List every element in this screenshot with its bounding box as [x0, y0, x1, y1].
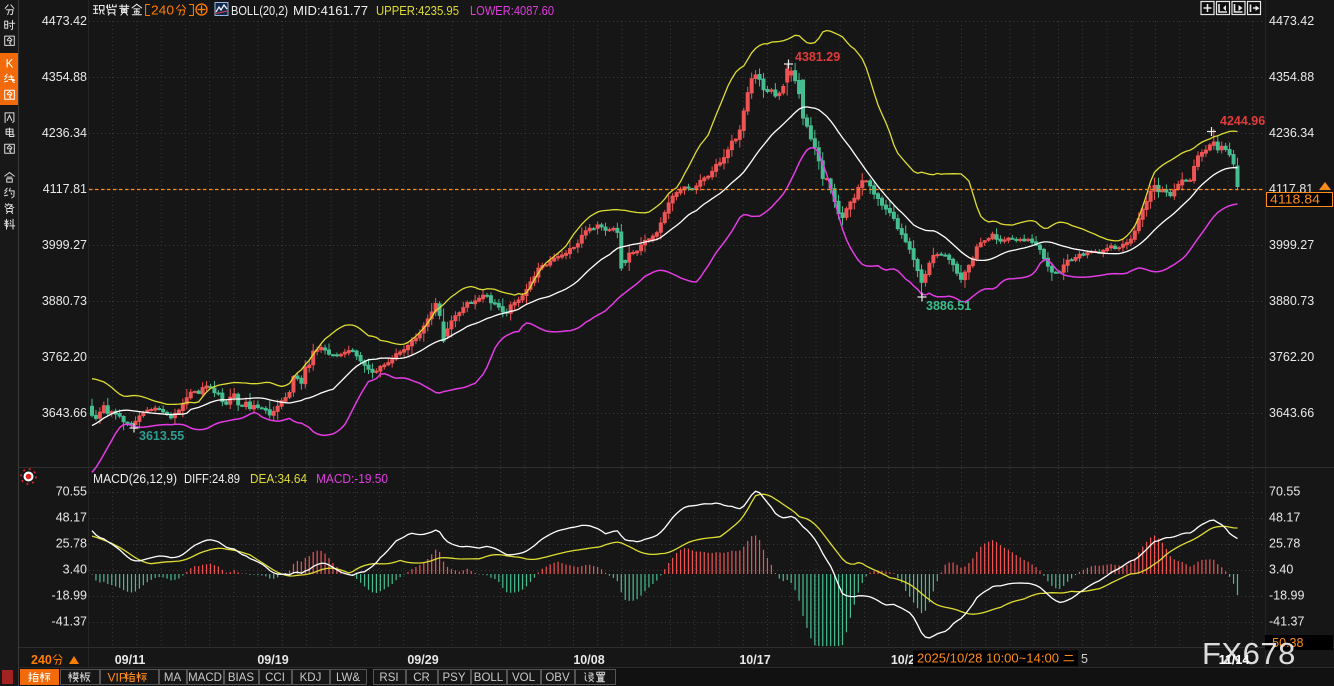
svg-text:-41.37: -41.37 [52, 615, 87, 629]
svg-text:3643.66: 3643.66 [1269, 406, 1314, 420]
svg-text:3886.51: 3886.51 [926, 299, 971, 313]
svg-text:240: 240 [31, 653, 52, 667]
svg-text:BOLL: BOLL [474, 672, 504, 684]
svg-text:CCI: CCI [265, 672, 285, 684]
svg-text:PSY: PSY [442, 672, 465, 684]
svg-text:3880.73: 3880.73 [1269, 294, 1314, 308]
svg-text:OBV: OBV [545, 672, 570, 684]
svg-text:DEA:34.64: DEA:34.64 [250, 471, 307, 486]
svg-text:3999.27: 3999.27 [42, 238, 87, 252]
svg-text:-18.99: -18.99 [52, 589, 87, 603]
svg-text:09/29: 09/29 [407, 653, 438, 667]
svg-text:LOWER:4087.60: LOWER:4087.60 [470, 3, 554, 18]
svg-text:4381.29: 4381.29 [795, 50, 840, 64]
svg-text:11/14: 11/14 [1219, 653, 1250, 667]
svg-text:4117.81: 4117.81 [43, 182, 87, 196]
svg-text:70.55: 70.55 [1269, 485, 1300, 499]
svg-text:240: 240 [151, 3, 174, 18]
svg-text:MID:4161.77: MID:4161.77 [293, 3, 368, 18]
svg-text:FX678: FX678 [1202, 636, 1296, 671]
svg-text:09/11: 09/11 [115, 653, 146, 667]
svg-text:-50.38: -50.38 [1268, 636, 1303, 650]
svg-text:UPPER:4235.95: UPPER:4235.95 [376, 3, 459, 18]
svg-text:4244.96: 4244.96 [1220, 114, 1265, 128]
svg-text:4473.42: 4473.42 [42, 14, 87, 28]
svg-text:BOLL(20,2): BOLL(20,2) [231, 3, 288, 18]
svg-text:VOL: VOL [512, 672, 536, 684]
svg-text:4354.88: 4354.88 [42, 70, 87, 84]
svg-text:4118.84: 4118.84 [1270, 193, 1320, 207]
svg-text:4236.34: 4236.34 [42, 126, 87, 140]
svg-text:10/2: 10/2 [891, 653, 915, 667]
svg-text:MACD(26,12,9): MACD(26,12,9) [93, 471, 177, 486]
svg-text:-18.99: -18.99 [1269, 589, 1304, 603]
svg-text:RSI: RSI [379, 672, 398, 684]
svg-text:48.17: 48.17 [56, 511, 87, 525]
svg-text:3762.20: 3762.20 [1269, 350, 1314, 364]
svg-text:25.78: 25.78 [56, 537, 87, 551]
svg-text:MACD: MACD [188, 672, 222, 684]
svg-text:LW&: LW& [336, 672, 360, 684]
svg-text:3880.73: 3880.73 [42, 294, 87, 308]
svg-text:K: K [6, 58, 14, 70]
svg-text:25.78: 25.78 [1269, 537, 1300, 551]
svg-text:5: 5 [1081, 652, 1088, 666]
svg-text:-41.37: -41.37 [1269, 615, 1304, 629]
svg-text:4236.34: 4236.34 [1269, 126, 1314, 140]
svg-text:BIAS: BIAS [228, 672, 255, 684]
svg-text:MA: MA [164, 672, 182, 684]
svg-text:3762.20: 3762.20 [42, 350, 87, 364]
svg-text:MACD:-19.50: MACD:-19.50 [316, 471, 388, 486]
svg-text:3.40: 3.40 [1269, 563, 1293, 577]
svg-text:DIFF:24.89: DIFF:24.89 [184, 471, 240, 486]
svg-text:11/14: 11/14 [1219, 653, 1250, 667]
svg-text:10/08: 10/08 [573, 653, 604, 667]
svg-text:CR: CR [413, 672, 430, 684]
svg-text:10/17: 10/17 [739, 653, 770, 667]
svg-text:4473.42: 4473.42 [1269, 14, 1314, 28]
svg-text:70.55: 70.55 [56, 485, 87, 499]
svg-text:3643.66: 3643.66 [42, 406, 87, 420]
svg-text:KDJ: KDJ [300, 672, 322, 684]
svg-text:4354.88: 4354.88 [1269, 70, 1314, 84]
svg-text:3.40: 3.40 [63, 563, 87, 577]
svg-text:3613.55: 3613.55 [139, 429, 184, 443]
svg-text:48.17: 48.17 [1269, 511, 1300, 525]
svg-text:VIP: VIP [108, 671, 127, 685]
svg-text:09/19: 09/19 [257, 653, 288, 667]
svg-text:3999.27: 3999.27 [1269, 238, 1314, 252]
svg-text:2025/10/28 10:00~14:00: 2025/10/28 10:00~14:00 [917, 652, 1059, 666]
